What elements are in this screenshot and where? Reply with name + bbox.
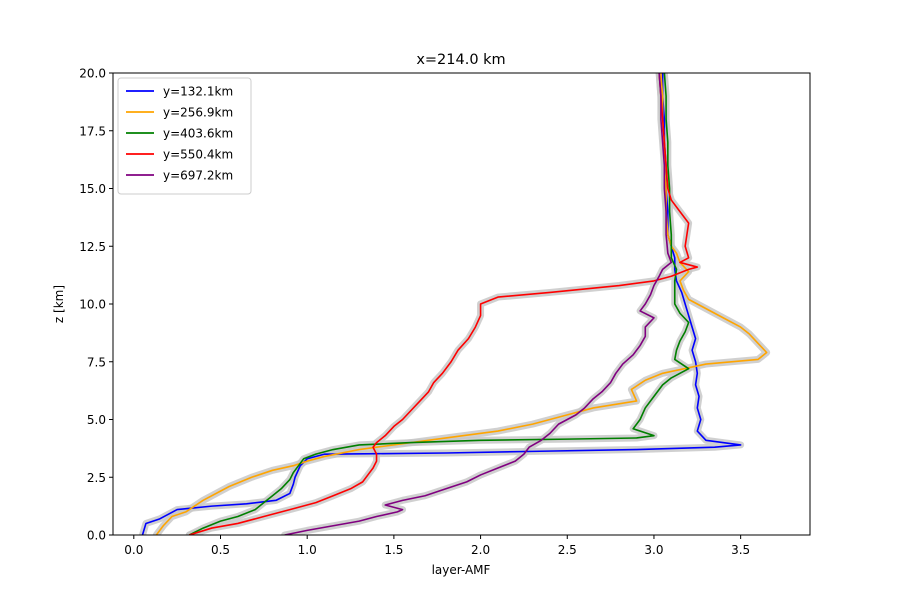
- x-tick-label: 2.5: [558, 543, 577, 557]
- x-tick-label: 1.5: [384, 543, 403, 557]
- x-axis: 0.0 0.5 1.0 1.5 2.0 2.5 3.0 3.5: [124, 535, 750, 557]
- y-tick-label: 2.5: [87, 471, 106, 485]
- legend: y=132.1km y=256.9km y=403.6km y=550.4km y=69…: [117, 77, 252, 195]
- series-line-y-697-2km: [284, 73, 673, 535]
- x-tick-label: 3.5: [731, 543, 750, 557]
- y-axis: 0.0 2.5 5.0 7.5 10.0 12.5 15.0 17.5 20.0: [79, 67, 113, 543]
- legend-label: y=403.6km: [163, 127, 233, 141]
- y-tick-label: 7.5: [87, 355, 106, 369]
- y-tick-label: 0.0: [87, 529, 106, 543]
- x-tick-label: 0.0: [124, 543, 143, 557]
- chart-title: x=214.0 km: [416, 52, 505, 68]
- series-line-y-403-6km: [188, 73, 690, 535]
- x-tick-label: 3.0: [644, 543, 663, 557]
- x-axis-label: layer-AMF: [432, 563, 491, 577]
- legend-label: y=256.9km: [163, 106, 233, 120]
- legend-label: y=550.4km: [163, 148, 233, 162]
- series-line-y-550-4km: [189, 73, 699, 535]
- x-tick-label: 2.0: [471, 543, 490, 557]
- y-tick-label: 12.5: [79, 240, 106, 254]
- x-tick-label: 0.5: [211, 543, 230, 557]
- y-tick-label: 15.0: [79, 182, 106, 196]
- y-tick-label: 5.0: [87, 413, 106, 427]
- legend-label: y=697.2km: [163, 169, 233, 183]
- y-tick-label: 20.0: [79, 67, 106, 81]
- legend-label: y=132.1km: [163, 85, 233, 99]
- series-line-y-256-9km: [155, 73, 768, 535]
- y-axis-label: z [km]: [52, 285, 66, 323]
- y-tick-label: 17.5: [79, 124, 106, 138]
- y-tick-label: 10.0: [79, 298, 106, 312]
- series-lines: [141, 73, 768, 535]
- x-tick-label: 1.0: [298, 543, 317, 557]
- legend-frame: [117, 77, 252, 195]
